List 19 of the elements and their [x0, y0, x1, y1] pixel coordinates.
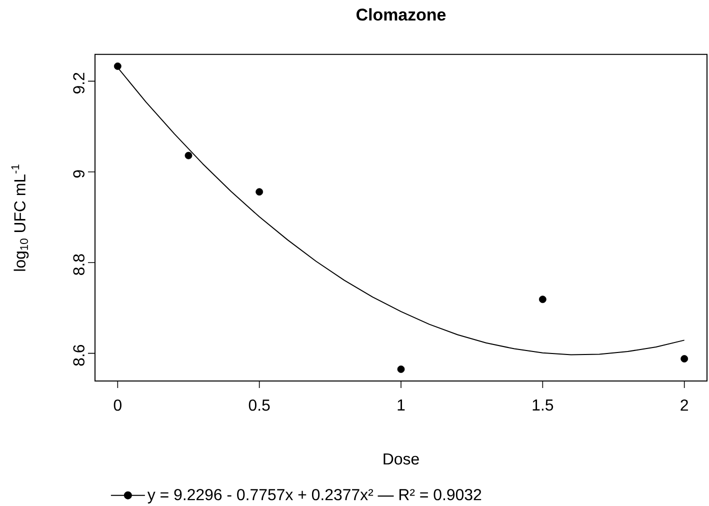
- x-tick-label: 0.5: [248, 400, 270, 411]
- point: [680, 355, 688, 362]
- y-axis-title: log$_{10}$ UFC mL$^{-1}$: [11, 164, 29, 271]
- x-tick-label: 1.5: [532, 400, 554, 411]
- y-tick-label: 9: [73, 170, 84, 178]
- chart-title: Clomazone: [356, 8, 446, 21]
- x-tick-label: 1: [398, 400, 405, 410]
- y-tick-label: 9.2: [73, 72, 84, 94]
- x-tick-label: 0: [114, 400, 122, 411]
- x-axis-title: Dose: [384, 453, 419, 465]
- point: [256, 188, 264, 196]
- point: [538, 296, 546, 304]
- point: [184, 152, 192, 160]
- y-tick-label: 8.8: [73, 254, 84, 275]
- point: [397, 366, 405, 373]
- point: [114, 62, 122, 70]
- x-tick-label: 2: [680, 400, 688, 411]
- legend-label: y = 9.2296 - 0.7757x + 0.2377x² — R² = 0.9032: [147, 489, 482, 504]
- y-tick-label: 8.6: [73, 344, 84, 366]
